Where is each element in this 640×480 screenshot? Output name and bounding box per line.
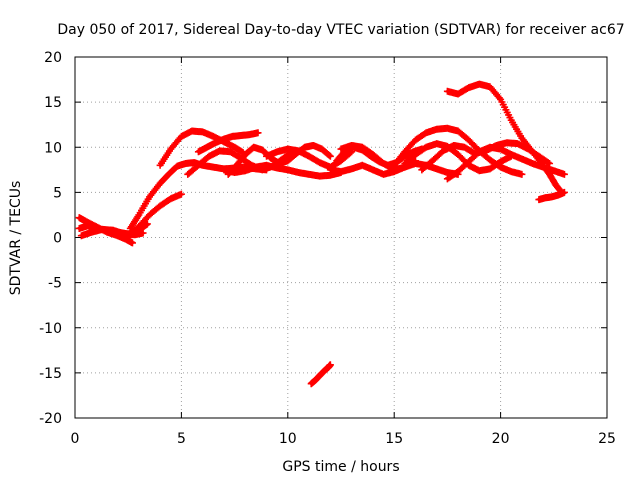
axis-ticks: 0 5 10 15 20 25 -20 -15 -10 -5 0 5 10 15 20 — [39, 50, 616, 447]
data-point — [326, 361, 334, 369]
data-point — [177, 190, 185, 198]
x-axis-label: GPS time / hours — [282, 459, 399, 475]
y-tick-label: 15 — [44, 95, 62, 111]
data-point — [325, 151, 333, 159]
data-point — [128, 239, 136, 247]
y-tick-label: -15 — [39, 366, 62, 382]
x-tick-label: 10 — [279, 431, 297, 447]
y-tick-label: 5 — [53, 185, 62, 201]
y-tick-label: -5 — [48, 276, 62, 292]
y-tick-label: 10 — [44, 140, 62, 156]
data-points — [75, 80, 568, 388]
data-point — [518, 170, 526, 178]
series-arc-1 — [156, 127, 247, 169]
data-point — [560, 188, 568, 196]
series-arc-8 — [326, 159, 462, 178]
series-arc-2 — [194, 129, 262, 156]
data-point — [326, 152, 334, 160]
x-tick-label: 5 — [177, 431, 186, 447]
y-tick-label: 0 — [53, 231, 62, 247]
y-tick-label: -10 — [39, 321, 62, 337]
chart-title: Day 050 of 2017, Sidereal Day-to-day VTE… — [57, 22, 624, 38]
series-outlier — [307, 361, 334, 388]
data-point — [143, 220, 151, 228]
series-arc-5 — [220, 161, 345, 180]
series-arc-4 — [224, 141, 334, 178]
data-point — [544, 159, 552, 167]
data-point — [139, 229, 147, 237]
x-tick-label: 25 — [598, 431, 616, 447]
grid — [75, 57, 607, 418]
x-tick-label: 0 — [71, 431, 80, 447]
data-point — [411, 157, 419, 165]
series-arc-10 — [390, 124, 526, 178]
y-axis-label: SDTVAR / TECUs — [8, 181, 24, 296]
data-point — [560, 170, 568, 178]
series-tail — [535, 188, 568, 204]
series-arc-3 — [184, 147, 298, 178]
x-tick-label: 15 — [385, 431, 403, 447]
x-tick-label: 20 — [492, 431, 510, 447]
series-high-arc — [443, 80, 566, 197]
data-point — [254, 129, 262, 137]
y-tick-label: 20 — [44, 50, 62, 66]
series-arc-9 — [337, 141, 419, 174]
y-tick-label: -20 — [39, 411, 62, 427]
series-rise-low — [124, 190, 185, 240]
data-point — [546, 159, 554, 167]
